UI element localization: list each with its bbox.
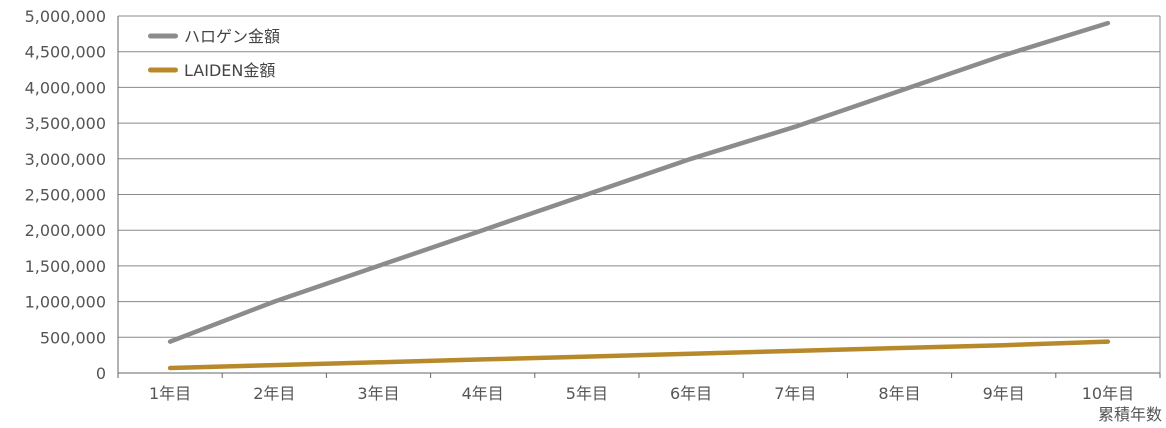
x-tick-label: 10年目 [1082,384,1134,403]
y-tick-label: 2,000,000 [25,221,106,240]
x-axis-label: 累積年数 [1098,405,1162,424]
x-tick-label: 6年目 [670,384,712,403]
y-tick-label: 500,000 [40,328,106,347]
y-axis-ticks: 0 500,000 1,000,000 1,500,000 2,000,000 2,500… [25,7,106,383]
legend-label: ハロゲン金額 [184,27,280,46]
y-tick-label: 5,000,000 [25,7,106,26]
x-tick-label: 8年目 [878,384,920,403]
x-tick-label: 1年目 [149,384,191,403]
x-tick-label: 5年目 [566,384,608,403]
y-tick-label: 4,500,000 [25,43,106,62]
y-tick-label: 1,500,000 [25,257,106,276]
series-lines [167,20,1111,371]
y-tick-label: 4,000,000 [25,78,106,97]
y-tick-label: 2,500,000 [25,186,106,205]
x-tick-label: 4年目 [462,384,504,403]
grid-lines [117,15,1161,374]
y-tick-label: 3,500,000 [25,114,106,133]
legend: ハロゲン金額 LAIDEN金額 [148,27,280,80]
x-axis-ticks: 1年目 2年目 3年目 4年目 5年目 6年目 7年目 8年目 9年目 10年目 [117,373,1161,403]
series-line [167,20,1111,344]
x-tick-label: 3年目 [357,384,399,403]
x-tick-label: 7年目 [774,384,816,403]
y-tick-label: 3,000,000 [25,150,106,169]
x-tick-label: 2年目 [253,384,295,403]
y-tick-label: 0 [96,364,106,383]
y-tick-label: 1,000,000 [25,293,106,312]
series-line [167,339,1111,371]
legend-swatch [148,67,178,73]
legend-label: LAIDEN金額 [184,61,275,80]
x-tick-label: 9年目 [983,384,1025,403]
legend-swatch [148,33,178,39]
